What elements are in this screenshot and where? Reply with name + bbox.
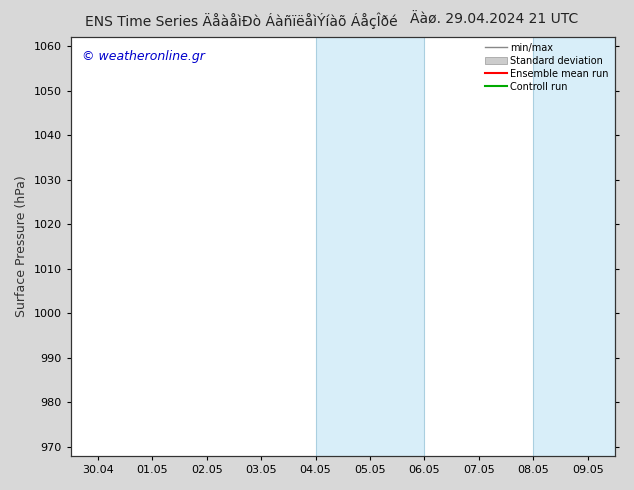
Bar (316, 37, 424, 456)
Text: © weatheronline.gr: © weatheronline.gr (82, 49, 205, 63)
Y-axis label: Surface Pressure (hPa): Surface Pressure (hPa) (15, 175, 28, 318)
Legend: min/max, Standard deviation, Ensemble mean run, Controll run: min/max, Standard deviation, Ensemble me… (481, 39, 613, 96)
Text: ENS Time Series ÄåàåìÐò ÁàñïëåìÝíàõ ÁåçÎðé: ENS Time Series ÄåàåìÐò ÁàñïëåìÝíàõ ÁåçÎ… (84, 12, 398, 29)
Bar (533, 37, 615, 456)
Text: Äàø. 29.04.2024 21 UTC: Äàø. 29.04.2024 21 UTC (410, 12, 579, 26)
